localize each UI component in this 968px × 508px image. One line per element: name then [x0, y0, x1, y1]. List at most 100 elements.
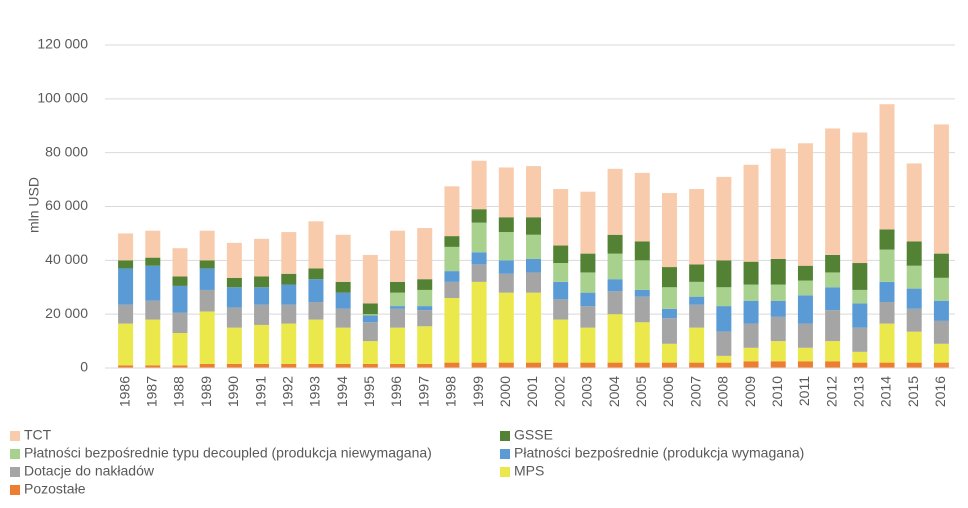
x-tick-label: 1986	[116, 376, 132, 407]
bar-segment	[471, 281, 487, 363]
x-tick-label: 1989	[198, 376, 214, 407]
bar-segment	[634, 260, 650, 290]
bar-segment	[362, 254, 378, 304]
bar-segment	[743, 300, 759, 324]
x-tick-label: 2004	[606, 376, 622, 407]
bar-segment	[308, 363, 324, 368]
bar-segment	[716, 260, 732, 288]
bar-segment	[145, 230, 161, 258]
bar-segment	[118, 304, 134, 324]
bar-segment	[471, 264, 487, 282]
bar-segment	[797, 280, 813, 296]
x-tick-label: 2003	[579, 376, 595, 407]
bar-segment	[390, 281, 406, 293]
bar-segment	[770, 316, 786, 342]
x-tick-label: 2011	[796, 376, 812, 406]
y-axis-label: mln USD	[26, 177, 42, 233]
bar-segment	[444, 281, 460, 299]
bar-segment	[118, 260, 134, 269]
bar-segment	[498, 260, 514, 274]
bar-segment	[797, 361, 813, 368]
bar-segment	[553, 362, 569, 368]
bar-segment	[879, 323, 895, 363]
bar-segment	[308, 302, 324, 320]
x-tick-label: 2001	[524, 376, 540, 407]
bar-segment	[444, 271, 460, 282]
x-tick-label: 2009	[742, 376, 758, 407]
legend-swatch	[500, 467, 510, 477]
x-tick-label: 2000	[497, 376, 513, 407]
bar-segment	[607, 314, 623, 363]
bar-segment	[797, 347, 813, 362]
bar-segment	[362, 363, 378, 368]
bar-segment	[335, 308, 351, 328]
x-tick-label: 1999	[470, 376, 486, 407]
bar-segment	[770, 300, 786, 317]
bar-segment	[689, 264, 705, 282]
legend-swatch	[10, 485, 20, 495]
bar-segment	[580, 272, 596, 293]
bar-segment	[254, 304, 270, 325]
bar-segment	[526, 362, 541, 368]
bar-segment	[390, 306, 406, 309]
bar-segment	[879, 281, 895, 303]
bar-segment	[825, 341, 841, 362]
bar-segment	[471, 209, 487, 223]
x-tick-label: 1992	[279, 376, 295, 407]
bar-segment	[933, 253, 949, 278]
bar-segment	[444, 362, 460, 368]
bar-segment	[526, 217, 541, 235]
x-tick-label: 2005	[633, 376, 649, 407]
bar-segment	[607, 234, 623, 254]
bar-segment	[879, 302, 895, 324]
bar-segment	[172, 312, 188, 334]
bar-segment	[661, 308, 677, 319]
bar-segment	[797, 295, 813, 324]
bar-segment	[689, 189, 705, 265]
bar-segment	[879, 249, 895, 282]
bar-segment	[199, 268, 215, 290]
bar-segment	[308, 319, 324, 364]
bar-segment	[226, 327, 242, 364]
x-tick-label: 2007	[687, 376, 703, 407]
bar-segment	[607, 168, 623, 235]
bar-segment	[471, 222, 487, 253]
bar-segment	[335, 292, 351, 309]
bar-segment	[634, 322, 650, 363]
bar-segment	[553, 319, 569, 363]
legend-label: Pozostałe	[24, 481, 86, 497]
bar-segment	[770, 148, 786, 259]
bar-segment	[634, 172, 650, 242]
bar-segment	[607, 362, 623, 368]
bar-segment	[444, 236, 460, 247]
bar-segment	[716, 176, 732, 261]
bar-segment	[335, 234, 351, 282]
y-tick-label: 20 000	[45, 305, 88, 321]
bar-segment	[417, 289, 433, 307]
bar-segment	[417, 326, 433, 364]
bar-segment	[716, 306, 732, 332]
bar-segment	[743, 261, 759, 285]
bar-segment	[172, 276, 188, 286]
bar-segment	[498, 217, 514, 233]
bar-segment	[199, 311, 215, 364]
bar-segment	[852, 303, 868, 328]
bar-segment	[797, 143, 813, 266]
x-tick-label: 1998	[443, 376, 459, 407]
bar-segment	[661, 362, 677, 368]
x-tick-label: 1990	[225, 376, 241, 407]
bar-segment	[145, 265, 161, 301]
bar-segment	[553, 281, 569, 300]
bar-segment	[172, 248, 188, 277]
bar-segment	[145, 257, 161, 266]
bar-segment	[172, 365, 188, 368]
bar-segment	[879, 104, 895, 230]
bar-segment	[689, 296, 705, 305]
x-tick-label: 2010	[769, 376, 785, 407]
bar-segment	[553, 245, 569, 264]
legend-swatch	[500, 449, 510, 459]
bar-segment	[906, 308, 922, 332]
bar-segment	[852, 289, 868, 304]
x-tick-label: 1988	[171, 376, 187, 407]
bar-segment	[879, 362, 895, 368]
